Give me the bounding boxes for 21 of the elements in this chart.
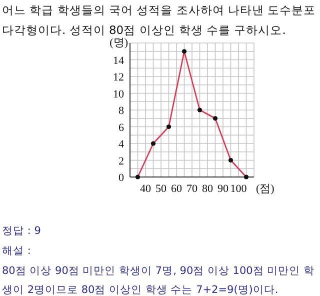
y-axis-title: (명) bbox=[110, 37, 128, 49]
x-tick-label: 70 bbox=[186, 183, 198, 195]
y-tick-label: 8 bbox=[118, 105, 124, 117]
x-tick-label: 60 bbox=[171, 183, 182, 195]
x-tick-label: 90 bbox=[218, 183, 229, 195]
text: 해설 : bbox=[2, 244, 32, 259]
y-tick-label: 10 bbox=[113, 88, 124, 100]
y-tick-label: 12 bbox=[113, 72, 124, 84]
text: 80점 이상 90점 미만인 학생이 7명, 90점 이상 100점 미만인 학생이 2명이므로 80점 이상인 학생 수는 7+2=9(명)이다. bbox=[2, 264, 316, 296]
x-tick-label: 40 bbox=[140, 183, 152, 195]
y-tick-label: 4 bbox=[118, 138, 124, 150]
x-tick-label: 80 bbox=[202, 183, 214, 195]
y-tick-label: 0 bbox=[118, 172, 124, 184]
x-tick-label: 50 bbox=[156, 183, 167, 195]
text: 정답 : 9 bbox=[2, 224, 42, 239]
chart-title: 어느 학급 학생들의 국어 성적을 조사하여 나타낸 도수분포다각형이다. 성적이 80점 이상인 학생 수를 구하시오. bbox=[2, 2, 317, 38]
x-tick-label: 100 bbox=[230, 183, 248, 195]
y-tick-label: 6 bbox=[118, 122, 124, 134]
y-tick-label: 2 bbox=[118, 155, 124, 168]
y-tick-label: 14 bbox=[113, 54, 124, 67]
x-axis-title: (점) bbox=[256, 183, 275, 195]
